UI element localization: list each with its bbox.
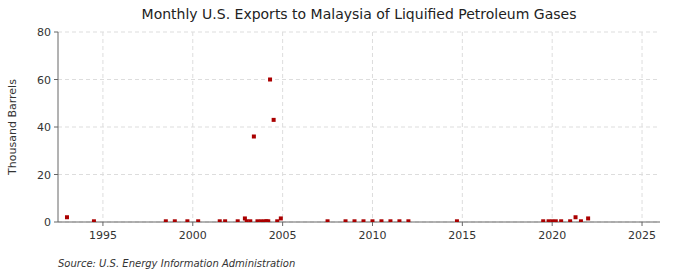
point: [361, 219, 365, 222]
x-tick-label: 2005: [269, 229, 297, 242]
x-tick-label: 2020: [538, 229, 566, 242]
point: [252, 135, 256, 139]
grid-line: [462, 32, 463, 222]
x-tick-label: 2025: [628, 229, 656, 242]
x-tick-label: 2000: [179, 229, 207, 242]
y-tick: [54, 174, 58, 175]
x-tick-label: 1995: [89, 229, 117, 242]
point: [259, 219, 263, 222]
point: [406, 219, 410, 222]
x-tick: [462, 222, 463, 226]
point: [568, 219, 572, 222]
point: [164, 219, 168, 222]
y-tick-label: 60: [37, 74, 51, 87]
points: [65, 78, 590, 223]
x-tick-label: 2015: [448, 229, 476, 242]
point: [266, 219, 270, 222]
grid-line: [192, 32, 193, 222]
point: [586, 216, 590, 220]
grid-line: [282, 32, 283, 222]
grid-line: [102, 32, 103, 222]
source: Source: U.S. Energy Information Administ…: [58, 258, 295, 269]
point: [550, 219, 554, 222]
point: [344, 219, 348, 222]
y-tick-label: 40: [37, 121, 51, 134]
point: [370, 219, 374, 222]
point: [173, 219, 177, 222]
point: [353, 219, 357, 222]
point: [326, 219, 330, 222]
point: [272, 118, 276, 122]
y-tick-label: 0: [44, 216, 51, 229]
point: [248, 219, 252, 222]
x-tick: [102, 222, 103, 226]
x-tick: [192, 222, 193, 226]
point: [236, 219, 240, 222]
y-axis-label: Thousand Barrels: [6, 79, 19, 176]
point: [65, 215, 69, 219]
point: [245, 219, 249, 222]
grid: [58, 32, 660, 222]
chart: Monthly U.S. Exports to Malaysia of Liqu…: [0, 0, 675, 275]
point: [554, 219, 558, 222]
x-tick: [372, 222, 373, 226]
x-tick: [552, 222, 553, 226]
x-tick-label: 2010: [358, 229, 386, 242]
point: [268, 78, 272, 82]
y-tick: [54, 222, 58, 223]
point: [255, 219, 259, 222]
y-tick-label: 80: [37, 26, 51, 39]
y-tick: [54, 32, 58, 33]
point: [185, 219, 189, 222]
point: [574, 215, 578, 219]
y-tick: [54, 79, 58, 80]
point: [559, 219, 563, 222]
point: [275, 219, 279, 222]
point: [196, 219, 200, 222]
y-tick: [54, 127, 58, 128]
point: [397, 219, 401, 222]
x-tick: [282, 222, 283, 226]
point: [279, 216, 283, 220]
grid-line: [58, 79, 660, 80]
y-tick-label: 20: [37, 169, 51, 182]
point: [541, 219, 545, 222]
grid-line: [642, 32, 643, 222]
point: [223, 219, 227, 222]
grid-line: [552, 32, 553, 222]
point: [388, 219, 392, 222]
point: [455, 219, 459, 222]
point: [379, 219, 383, 222]
grid-line: [58, 32, 660, 33]
grid-line: [58, 174, 660, 175]
x-tick: [642, 222, 643, 226]
point: [579, 219, 583, 222]
point: [218, 219, 222, 222]
title: Monthly U.S. Exports to Malaysia of Liqu…: [142, 6, 577, 22]
grid-line: [58, 127, 660, 128]
grid-line: [372, 32, 373, 222]
point: [547, 219, 551, 222]
point: [92, 219, 96, 222]
